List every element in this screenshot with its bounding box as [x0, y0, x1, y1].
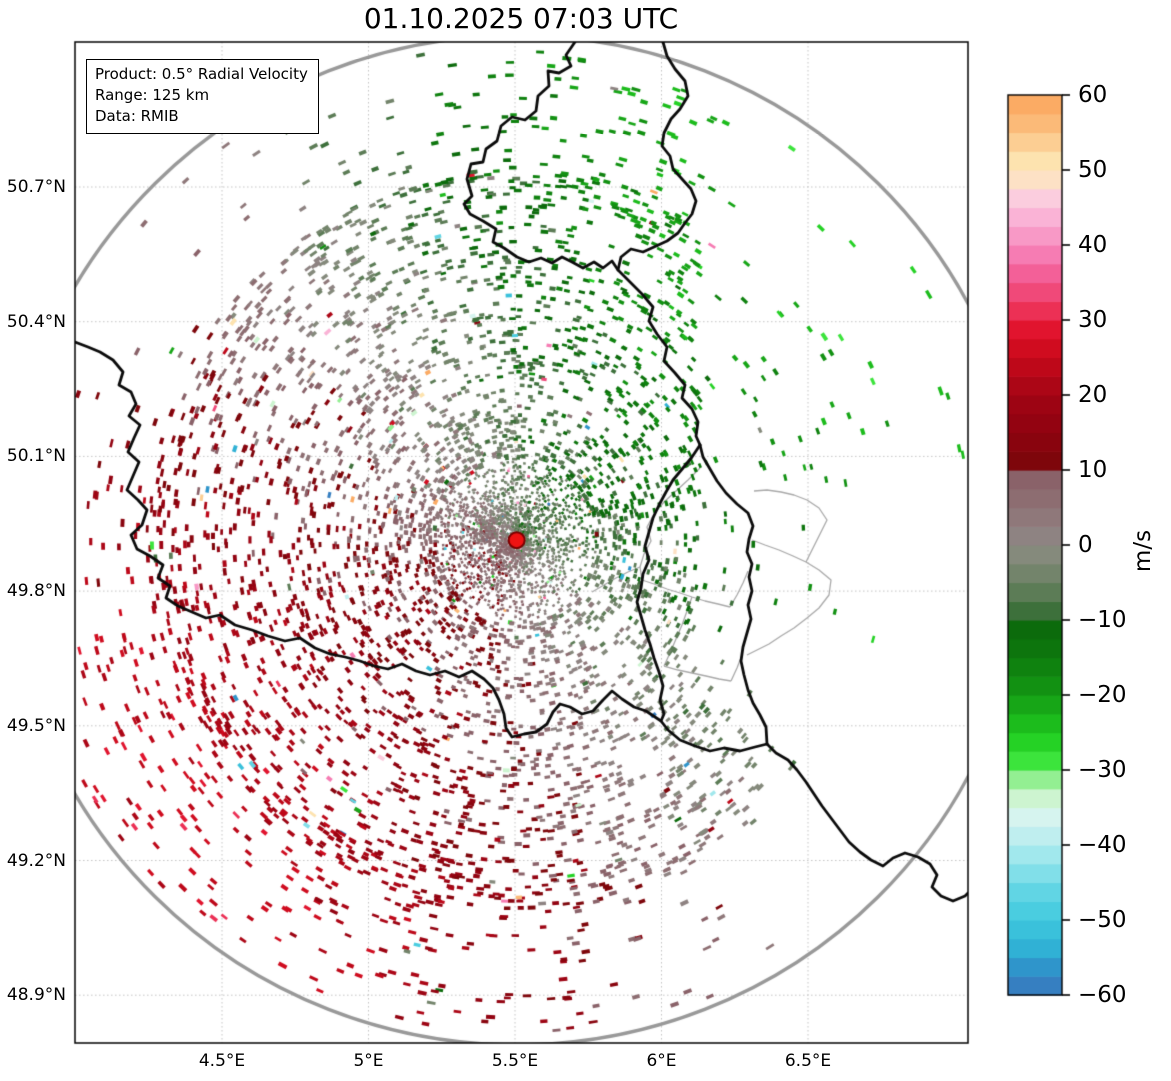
y-tick-label: 49.2°N — [6, 850, 66, 871]
y-tick-label: 50.1°N — [6, 446, 66, 467]
colorbar-tick-label: −50 — [1078, 907, 1127, 933]
y-tick-label: 49.5°N — [6, 715, 66, 736]
colorbar-unit-label: m/s — [1130, 529, 1156, 573]
y-tick-label: 48.9°N — [6, 985, 66, 1006]
y-tick-label: 50.4°N — [6, 311, 66, 332]
colorbar-tick-label: 50 — [1078, 157, 1108, 183]
info-data-line: Data: RMIB — [95, 107, 179, 125]
info-range-line: Range: 125 km — [95, 86, 210, 104]
colorbar-tick-label: −30 — [1078, 757, 1127, 783]
x-tick-label: 6°E — [646, 1051, 677, 1071]
x-tick-label: 5.5°E — [491, 1051, 539, 1071]
colorbar-tick-label: −40 — [1078, 832, 1127, 858]
colorbar-tick-label: −10 — [1078, 607, 1127, 633]
y-tick-label: 49.8°N — [6, 581, 66, 602]
y-tick-label: 50.7°N — [6, 177, 66, 197]
info-product-line: Product: 0.5° Radial Velocity — [95, 65, 308, 83]
colorbar-tick-label: −20 — [1078, 682, 1127, 708]
colorbar-tick-label: 40 — [1078, 232, 1108, 258]
colorbar-tick-label: 10 — [1078, 457, 1108, 483]
x-tick-label: 4.5°E — [198, 1051, 246, 1071]
info-box: Product: 0.5° Radial Velocity Range: 125… — [86, 59, 319, 134]
colorbar-tick-label: 30 — [1078, 307, 1108, 333]
colorbar-tick-label: 60 — [1078, 82, 1108, 108]
x-tick-label: 5°E — [353, 1051, 384, 1071]
colorbar-tick-label: −60 — [1078, 982, 1127, 1008]
plot-title: 01.10.2025 07:03 UTC — [363, 2, 679, 35]
colorbar-tick-label: 0 — [1078, 532, 1093, 558]
x-tick-label: 6.5°E — [784, 1051, 832, 1071]
colorbar-tick-label: 20 — [1078, 382, 1108, 408]
